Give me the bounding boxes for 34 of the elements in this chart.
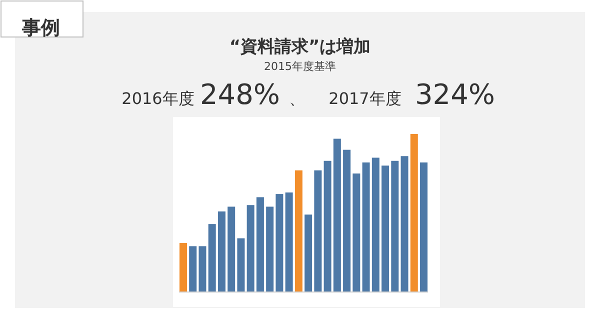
text: 事例 [21, 17, 60, 39]
bar [400, 156, 408, 292]
bar [343, 150, 351, 292]
bar [314, 170, 322, 292]
bar [333, 138, 341, 292]
bar [256, 197, 264, 292]
bar [198, 246, 206, 292]
text: 2017年度 [328, 89, 402, 108]
bar [208, 224, 216, 292]
bar [362, 162, 370, 292]
bar [352, 174, 360, 292]
bar [382, 166, 390, 292]
text: 248% [200, 78, 280, 111]
bar [276, 194, 284, 292]
bar [372, 158, 380, 292]
text: 324% [414, 78, 496, 111]
bar [294, 170, 302, 292]
bar [237, 238, 245, 292]
text: 、 [289, 89, 305, 108]
bar [228, 206, 236, 292]
bar [324, 160, 332, 292]
bar [218, 211, 226, 292]
chart-subtitle: 2015年度基準 [264, 60, 336, 73]
bar [410, 134, 418, 292]
bar [304, 214, 312, 292]
bar [189, 246, 197, 292]
bar [179, 243, 187, 292]
bar [285, 192, 293, 292]
bar [246, 205, 254, 292]
bar [420, 162, 428, 292]
chart-title: “資料請求”は増加 [229, 36, 371, 57]
text: 2016年度 [122, 89, 194, 108]
bar [391, 160, 399, 292]
bar [266, 206, 274, 292]
